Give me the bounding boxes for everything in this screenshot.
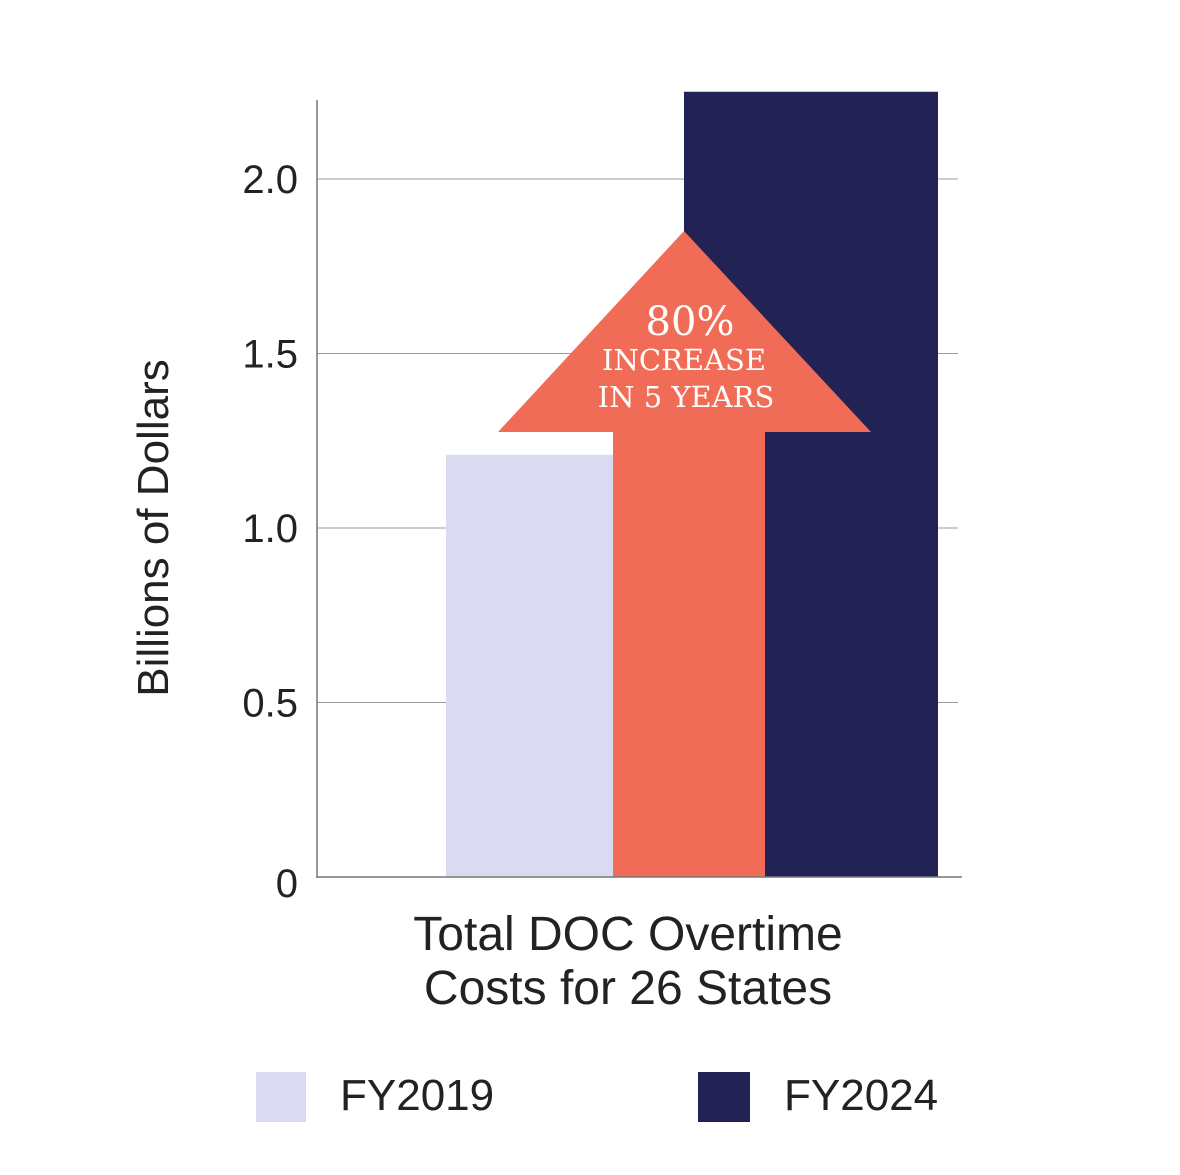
category-label-line-1: Total DOC Overtime	[413, 908, 842, 961]
arrow-line-1: INCREASE	[602, 343, 766, 377]
y-axis-label: Billions of Dollars	[129, 359, 178, 696]
legend-label-fy2024: FY2024	[784, 1071, 938, 1120]
y-tick-label: 0.5	[242, 682, 298, 726]
legend-swatch-fy2019	[256, 1072, 306, 1122]
legend-swatch-fy2024	[698, 1072, 750, 1122]
increase-arrow: 80% INCREASE IN 5 YEARS	[498, 231, 871, 877]
legend: FY2019 FY2024	[256, 1071, 938, 1122]
y-tick-label: 1.0	[242, 507, 298, 551]
y-tick-labels: 0 0.5 1.0 1.5 2.0	[242, 158, 298, 906]
y-tick-label: 0	[276, 862, 298, 906]
y-tick-label: 1.5	[242, 333, 298, 377]
increase-arrow-shape	[498, 231, 871, 877]
category-label-line-2: Costs for 26 States	[424, 962, 832, 1015]
legend-label-fy2019: FY2019	[340, 1071, 494, 1120]
axes	[316, 100, 962, 878]
arrow-percent: 80%	[646, 299, 735, 345]
y-tick-label: 2.0	[242, 158, 298, 202]
bar-fy2019	[446, 454, 616, 877]
arrow-line-2: IN 5 YEARS	[598, 380, 775, 414]
